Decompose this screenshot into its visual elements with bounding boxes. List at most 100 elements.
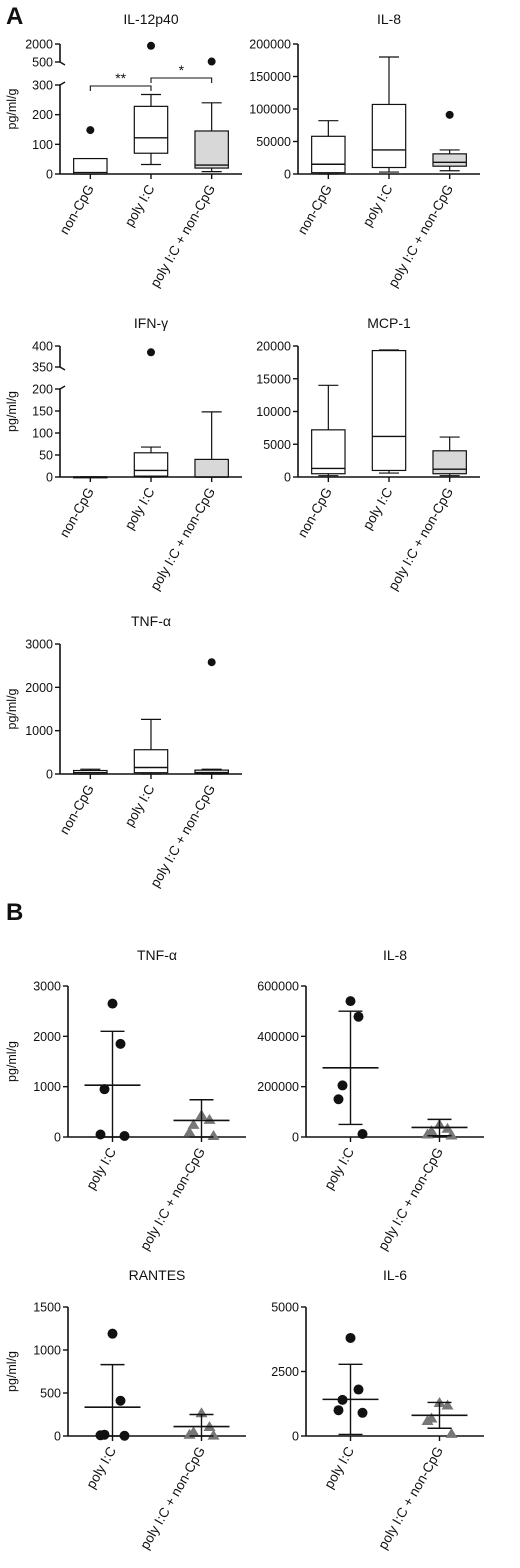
y-tick-label: 350 xyxy=(32,361,53,375)
category-label: poly I:C xyxy=(122,782,158,829)
data-point xyxy=(445,1129,458,1140)
significance-label: ** xyxy=(115,70,126,86)
y-tick-label: 150000 xyxy=(249,70,291,84)
data-point xyxy=(115,1395,126,1406)
y-tick-label: 10000 xyxy=(256,405,291,419)
axis-break-mark xyxy=(59,366,66,390)
data-point xyxy=(203,1113,216,1124)
y-tick-label: 150 xyxy=(32,405,53,419)
chart-title: TNF-α xyxy=(131,613,171,629)
y-tick-label: 1000 xyxy=(33,1344,61,1358)
box-0 xyxy=(73,768,108,775)
box-0 xyxy=(73,126,108,175)
y-axis-label: pg/ml/g xyxy=(5,1351,19,1392)
y-tick-label: 500 xyxy=(40,1387,61,1401)
box-2 xyxy=(432,436,467,477)
chart-title: IFN-γ xyxy=(134,315,168,331)
category-label: poly I:C + non-CpG xyxy=(385,182,456,290)
series-1 xyxy=(173,1099,230,1140)
outlier-point xyxy=(445,110,454,119)
y-axis-label: pg/ml/g xyxy=(5,88,19,129)
chart-title: IL-12p40 xyxy=(123,11,178,27)
y-tick-label: 0 xyxy=(54,1131,61,1145)
data-point xyxy=(119,1130,130,1141)
chart-title: MCP-1 xyxy=(367,315,411,331)
category-label: poly I:C xyxy=(321,1444,357,1491)
y-tick-label: 0 xyxy=(46,471,53,485)
data-point xyxy=(353,1384,364,1395)
y-tick-label: 1500 xyxy=(33,1301,61,1315)
data-point xyxy=(357,1128,368,1139)
chart-1: IL-8 0 50000 100000 150000 200000 non-CpG poly … xyxy=(249,11,480,290)
data-point xyxy=(207,1129,220,1140)
y-tick-label: 20000 xyxy=(256,340,291,354)
category-label: poly I:C xyxy=(321,1145,357,1192)
chart-3: MCP-1 0 5000 10000 15000 20000 non-CpG poly I:C… xyxy=(256,315,480,593)
chart-5: TNF-α pg/ml/g 0 1000 2000 3000 poly I:C poly I:… xyxy=(5,947,246,1253)
y-tick-label: 0 xyxy=(292,1131,299,1145)
panel-label-a: A xyxy=(6,3,23,30)
y-tick-label: 2000 xyxy=(33,1030,61,1044)
y-tick-label: 2500 xyxy=(271,1365,299,1379)
data-point xyxy=(345,996,356,1007)
box-iqr xyxy=(194,769,229,775)
data-point xyxy=(445,1427,458,1438)
y-tick-label: 2000 xyxy=(25,681,53,695)
data-point xyxy=(357,1407,368,1418)
box-iqr xyxy=(133,452,169,477)
chart-title: IL-8 xyxy=(377,11,401,27)
box-iqr xyxy=(73,157,108,175)
box-iqr xyxy=(133,749,169,774)
y-tick-label: 0 xyxy=(284,471,291,485)
y-tick-label: 3000 xyxy=(25,638,53,652)
significance-bracket xyxy=(150,77,213,83)
data-point xyxy=(345,1332,356,1343)
outlier-point xyxy=(147,41,155,50)
y-tick-label: 1000 xyxy=(33,1080,61,1094)
y-tick-label: 0 xyxy=(46,168,53,182)
chart-title: TNF-α xyxy=(137,947,177,963)
data-point xyxy=(333,1405,344,1416)
box-2 xyxy=(432,110,467,172)
box-iqr xyxy=(371,103,407,169)
category-label: non-CpG xyxy=(295,485,335,540)
category-label: non-CpG xyxy=(57,182,97,237)
box-0 xyxy=(311,384,346,477)
data-point xyxy=(107,1328,118,1339)
category-label: poly I:C + non-CpG xyxy=(147,182,218,290)
box-0 xyxy=(73,476,108,479)
series-0 xyxy=(84,1328,141,1441)
category-label: poly I:C xyxy=(122,485,158,532)
chart-4: TNF-α pg/ml/g 0 1000 2000 3000 non-CpG poly I:C… xyxy=(5,613,242,890)
box-iqr xyxy=(194,130,229,169)
category-label: poly I:C xyxy=(360,182,396,229)
chart-title: RANTES xyxy=(129,1267,186,1283)
y-axis-label: pg/ml/g xyxy=(5,688,19,729)
box-1 xyxy=(133,718,169,775)
y-tick-label: 100 xyxy=(32,427,53,441)
chart-8: IL-6 0 2500 5000 poly I:C poly I:C + non-CpG xyxy=(271,1267,484,1552)
category-label: poly I:C xyxy=(360,485,396,532)
data-point xyxy=(99,1084,110,1095)
chart-7: RANTES pg/ml/g 0 500 1000 1500 poly I:C poly I:… xyxy=(5,1267,246,1552)
category-label: poly I:C + non-CpG xyxy=(137,1444,208,1552)
y-tick-label: 50000 xyxy=(256,135,291,149)
data-point xyxy=(183,1126,196,1137)
category-label: poly I:C + non-CpG xyxy=(147,782,218,890)
y-tick-label: 100000 xyxy=(249,103,291,117)
y-tick-label: 0 xyxy=(46,768,53,782)
data-point xyxy=(353,1011,364,1022)
series-1 xyxy=(411,1396,468,1438)
box-0 xyxy=(311,120,346,175)
category-label: non-CpG xyxy=(57,485,97,540)
y-tick-label: 3000 xyxy=(33,980,61,994)
significance-label: * xyxy=(179,62,185,78)
y-tick-label: 200000 xyxy=(257,1080,299,1094)
category-label: poly I:C + non-CpG xyxy=(375,1444,446,1552)
box-1 xyxy=(371,56,407,173)
series-1 xyxy=(411,1118,468,1140)
y-tick-label: 15000 xyxy=(256,372,291,386)
data-point xyxy=(187,1118,200,1129)
outlier-point xyxy=(86,126,95,135)
